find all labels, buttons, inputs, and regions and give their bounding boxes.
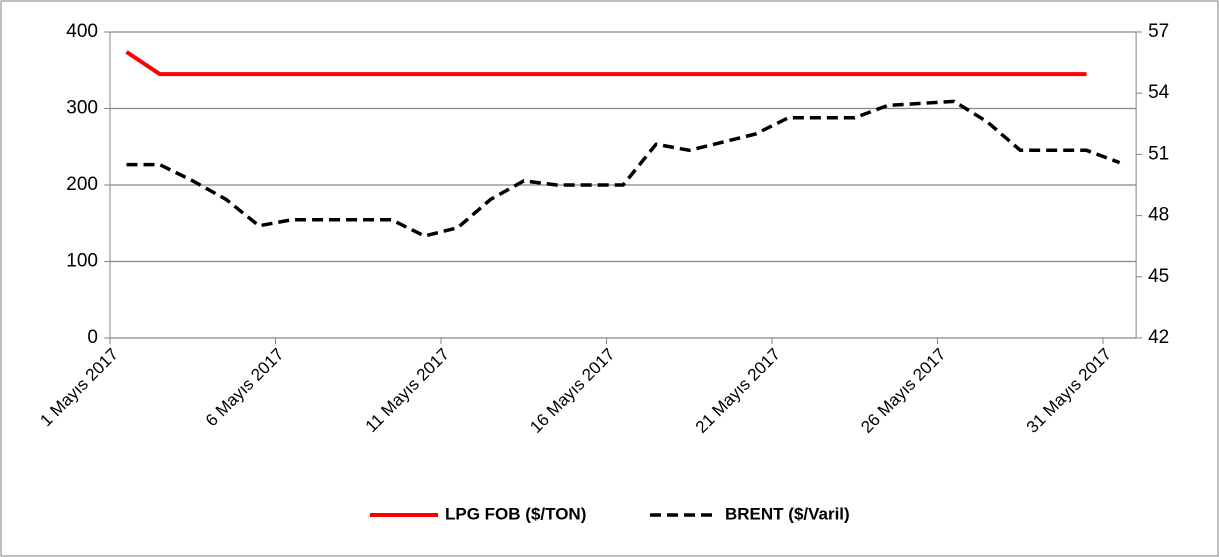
y2-tick-label: 57: [1148, 21, 1169, 42]
y-tick-label: 100: [66, 251, 98, 272]
y2-tick-label: 54: [1148, 82, 1170, 103]
legend-label: BRENT ($/Varil): [725, 504, 850, 523]
y-tick-label: 200: [66, 174, 98, 195]
legend: LPG FOB ($/TON) BRENT ($/Varil): [370, 504, 850, 523]
legend-label: LPG FOB ($/TON): [445, 504, 586, 523]
y2-tick-label: 45: [1148, 266, 1169, 287]
series-line: [126, 99, 1121, 238]
y-tick-label: 0: [87, 327, 98, 348]
series-line: [125, 50, 1087, 77]
y2-tick-label: 42: [1148, 327, 1169, 348]
y-tick-label: 400: [66, 21, 98, 42]
y-tick-label: 300: [66, 98, 98, 119]
y2-tick-label: 48: [1148, 205, 1169, 226]
y2-tick-label: 51: [1148, 143, 1169, 164]
